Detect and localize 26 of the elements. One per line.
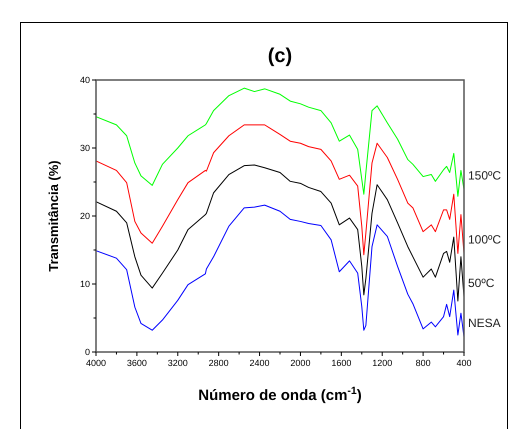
series-label: 150ºC bbox=[468, 168, 502, 182]
line-series bbox=[96, 164, 464, 302]
x-tick-label: 1600 bbox=[331, 358, 352, 368]
x-tick-label: 400 bbox=[456, 358, 472, 368]
y-tick-label: 10 bbox=[80, 279, 90, 289]
x-tick-label: 4000 bbox=[86, 358, 106, 368]
x-tick-label: 3200 bbox=[168, 358, 188, 368]
x-tick-label: 800 bbox=[416, 358, 431, 368]
series-label: 50ºC bbox=[468, 276, 495, 290]
y-tick-label: 40 bbox=[80, 75, 90, 85]
y-tick-label: 20 bbox=[80, 211, 90, 221]
y-axis-title: Transmitância (%) bbox=[46, 160, 61, 272]
series-label: NESA bbox=[468, 316, 501, 330]
chart-title: (c) bbox=[268, 45, 292, 67]
x-axis-title: Número de onda (cm$^{-1}$) bbox=[198, 385, 362, 404]
x-tick-label: 2400 bbox=[250, 358, 270, 368]
line-series bbox=[96, 124, 464, 256]
x-tick-label: 2800 bbox=[208, 358, 229, 368]
y-tick-label: 0 bbox=[84, 347, 90, 357]
y-tick-label: 30 bbox=[80, 143, 90, 153]
x-tick-label: 2000 bbox=[290, 358, 310, 368]
x-tick-label: 1200 bbox=[372, 358, 392, 368]
x-tick-label: 3600 bbox=[126, 358, 147, 368]
line-series bbox=[96, 204, 464, 338]
line-series bbox=[96, 88, 464, 197]
series-label: 100ºC bbox=[468, 232, 502, 246]
